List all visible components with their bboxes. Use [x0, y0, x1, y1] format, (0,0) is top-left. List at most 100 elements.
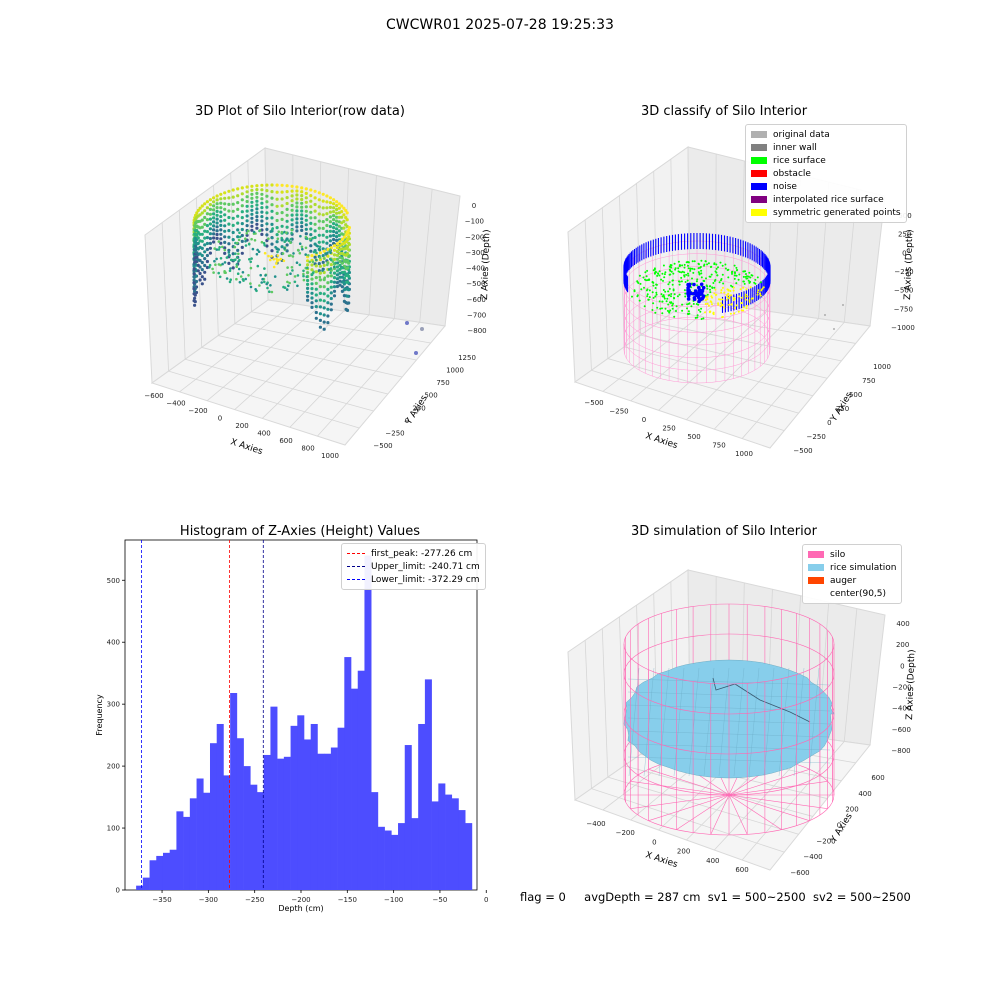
data-point: [332, 294, 337, 298]
rice-surface-point: [661, 272, 664, 275]
silo-floor-line: [648, 769, 730, 796]
rice-surface-point: [676, 295, 679, 298]
data-point: [215, 202, 219, 206]
data-point: [290, 184, 294, 188]
data-point: [306, 290, 310, 294]
data-point: [321, 226, 325, 230]
data-point: [335, 204, 339, 208]
data-point: [322, 306, 326, 310]
rice-surface-point: [651, 309, 654, 311]
histogram-bar: [337, 727, 345, 890]
data-point: [296, 274, 300, 277]
data-point: [314, 299, 318, 303]
data-point: [270, 242, 274, 246]
rice-surface-point: [714, 270, 717, 273]
rice-surface-point: [715, 263, 718, 266]
rice-surface-point: [708, 285, 711, 288]
x-tick-label: 600: [279, 437, 292, 445]
panel4-silo-wireframe-front: [623, 643, 835, 836]
rice-surface-point: [696, 316, 699, 319]
histogram-bar: [290, 725, 298, 890]
data-point: [326, 254, 330, 258]
data-point: [304, 246, 308, 250]
data-point: [227, 229, 231, 233]
data-point: [295, 217, 299, 221]
rice-surface-point: [667, 294, 670, 297]
rice-surface-point: [648, 296, 651, 299]
x-tick-label: 200: [235, 422, 248, 430]
data-point: [340, 285, 344, 289]
symmetric-point: [759, 294, 762, 297]
data-point: [265, 222, 269, 226]
data-point: [290, 199, 294, 203]
data-point: [225, 277, 229, 280]
status-sv1: sv1 = 500~2500: [707, 890, 806, 904]
data-point: [337, 233, 341, 237]
data-point: [200, 211, 204, 215]
data-point: [295, 185, 299, 189]
data-point: [245, 219, 249, 223]
symmetric-point: [712, 311, 715, 314]
data-point: [276, 254, 280, 257]
rice-surface-point: [655, 293, 658, 296]
rice-surface-point: [655, 283, 658, 286]
rice-surface-point: [689, 268, 692, 270]
data-point: [258, 284, 261, 287]
data-point: [309, 233, 313, 237]
silo-floor-line: [728, 769, 810, 796]
rice-surface-point: [669, 264, 672, 267]
rice-surface-point: [751, 274, 754, 277]
data-point: [260, 219, 264, 223]
data-point: [335, 223, 339, 227]
data-point: [317, 219, 321, 223]
data-point: [280, 217, 284, 221]
gridline: [741, 741, 845, 861]
symmetric-point: [706, 298, 709, 301]
symmetric-point: [709, 310, 712, 313]
rice-surface-point: [664, 307, 667, 310]
data-point: [258, 229, 262, 232]
data-point: [231, 195, 235, 199]
data-point: [260, 197, 264, 201]
data-point: [208, 251, 212, 255]
data-point: [321, 233, 325, 237]
data-point: [347, 261, 351, 265]
legend-swatch: [751, 209, 767, 216]
data-point: [260, 210, 264, 214]
data-point: [275, 233, 279, 237]
rice-surface-point: [695, 280, 698, 283]
data-point: [262, 241, 266, 245]
data-point: [275, 190, 279, 194]
data-point: [192, 299, 196, 303]
panel1-z-label: Z Axies (Depth): [480, 229, 492, 300]
rice-surface-point: [683, 263, 686, 266]
data-point: [275, 259, 279, 263]
data-point: [332, 253, 337, 257]
data-point: [337, 215, 341, 219]
panel3-title: Histogram of Z-Axies (Height) Values: [179, 524, 421, 539]
legend-swatch: [808, 590, 824, 597]
y-tick-label: 400: [858, 790, 871, 798]
data-point: [304, 209, 308, 213]
data-point: [306, 263, 310, 267]
data-point: [212, 208, 216, 212]
y-tick-label: −250: [385, 429, 404, 437]
panel2-classified-points: [623, 233, 844, 330]
data-point: [272, 257, 276, 261]
data-point: [287, 239, 291, 243]
data-point: [329, 274, 333, 278]
data-point: [283, 247, 286, 250]
data-point: [300, 190, 304, 194]
gridline: [741, 322, 845, 439]
histogram-bar: [391, 834, 399, 890]
data-point: [338, 251, 342, 256]
data-point: [245, 209, 249, 213]
noise-point: [692, 297, 697, 302]
x-tick-label: 200: [677, 848, 690, 856]
data-point: [231, 216, 235, 220]
symmetric-point: [713, 292, 716, 295]
x-tick-label: 1000: [321, 452, 339, 460]
data-point: [309, 227, 313, 231]
z-tick-label: −700: [467, 311, 486, 319]
panel2-z-label: Z Axies (Depth): [903, 229, 915, 300]
